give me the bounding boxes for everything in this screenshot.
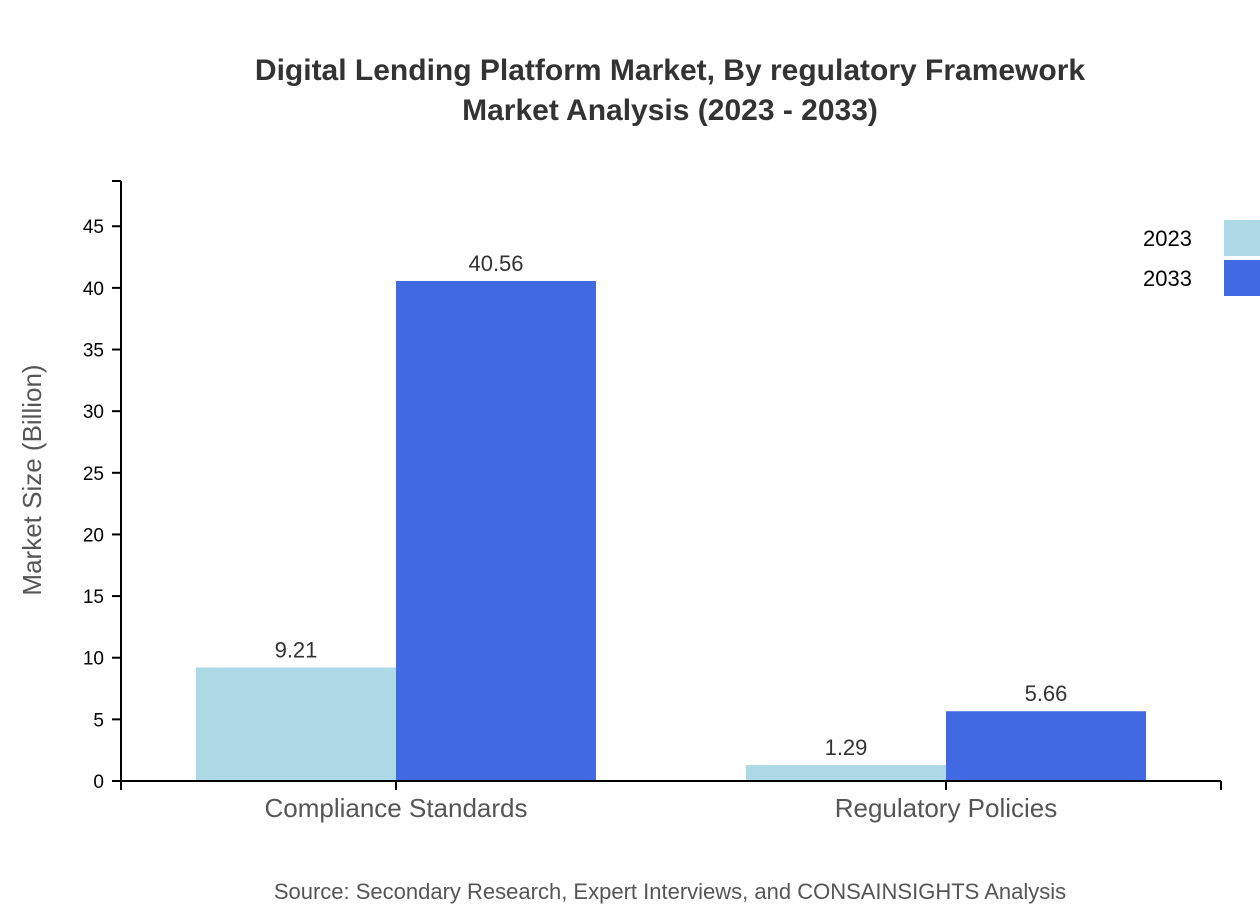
data-label: 5.66 — [1025, 681, 1068, 706]
source-note: Source: Secondary Research, Expert Inter… — [274, 879, 1066, 904]
legend-swatch-2033 — [1224, 260, 1260, 296]
y-tick-label: 5 — [93, 710, 104, 731]
y-tick-label: 20 — [83, 525, 104, 546]
y-tick-label: 10 — [83, 649, 104, 670]
legend-label: 2023 — [1143, 226, 1192, 251]
data-label: 40.56 — [468, 251, 523, 276]
y-axis-label: Market Size (Billion) — [17, 364, 47, 595]
data-label: 9.21 — [275, 637, 318, 662]
legend-label: 2033 — [1143, 266, 1192, 291]
legend: 2023 2033 — [1143, 220, 1260, 296]
bar-2033-1 — [946, 711, 1146, 781]
chart-title-line-1: Digital Lending Platform Market, By regu… — [255, 54, 1085, 87]
y-tick-label: 35 — [83, 341, 104, 362]
y-tick-label: 30 — [83, 402, 104, 423]
x-tick-label: Compliance Standards — [264, 793, 527, 823]
x-tick-label: Regulatory Policies — [835, 793, 1058, 823]
chart-title-line-2: Market Analysis (2023 - 2033) — [462, 94, 878, 127]
data-label: 1.29 — [825, 735, 868, 760]
legend-swatch-2023 — [1224, 220, 1260, 256]
bar-2023-1 — [746, 765, 946, 781]
y-tick-label: 25 — [83, 464, 104, 485]
bar-2023-0 — [196, 667, 396, 781]
y-tick-label: 0 — [93, 772, 104, 793]
y-tick-label: 45 — [83, 217, 104, 238]
y-tick-label: 40 — [83, 279, 104, 300]
bar-2033-0 — [396, 280, 596, 781]
bars: 9.21 40.56 1.29 5.66 — [196, 251, 1146, 781]
y-tick-label: 15 — [83, 587, 104, 608]
axes: Compliance Standards Regulatory Policies 0… — [83, 180, 1222, 823]
